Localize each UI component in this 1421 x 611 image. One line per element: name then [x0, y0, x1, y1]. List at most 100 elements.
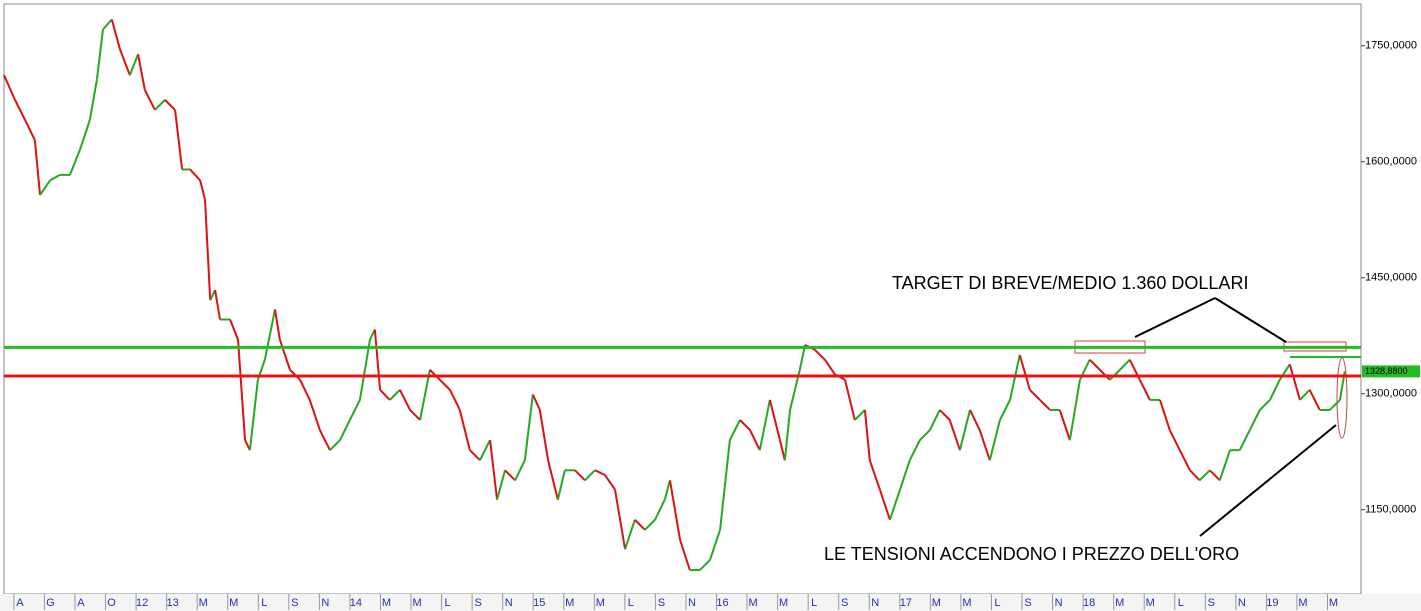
price-segment — [899, 459, 911, 490]
x-tick-label: N — [321, 597, 329, 609]
x-tick-label: N — [1055, 597, 1063, 609]
x-tick-label: N — [1238, 597, 1246, 609]
price-segment — [137, 54, 146, 91]
price-segment — [419, 369, 431, 421]
price-segment — [1058, 409, 1071, 441]
price-segment — [1089, 358, 1101, 371]
price-segment — [1288, 364, 1301, 401]
price-segment — [24, 119, 36, 141]
price-segment — [209, 289, 216, 301]
x-tick-label: 13 — [167, 597, 179, 609]
price-segment — [644, 519, 656, 531]
x-tick-label: M — [565, 597, 574, 609]
price-segment — [102, 18, 113, 31]
price-segment — [719, 440, 731, 530]
price-segment — [1039, 399, 1051, 411]
x-tick-label: L — [628, 597, 634, 609]
price-segment — [164, 99, 176, 111]
x-axis-strip — [0, 594, 1421, 611]
x-tick-label: 12 — [136, 597, 148, 609]
x-tick-label: N — [871, 597, 879, 609]
price-segment — [348, 399, 361, 421]
y-tick-label: 1600,0000 — [1365, 156, 1417, 168]
price-segment — [758, 399, 771, 451]
price-segment — [214, 289, 221, 320]
y-tick-label: 1300,0000 — [1365, 388, 1417, 400]
x-tick-label: L — [261, 597, 267, 609]
arrow-line — [1199, 424, 1337, 537]
price-segment — [399, 389, 411, 411]
price-segment — [919, 429, 931, 441]
x-tick-label: M — [229, 597, 238, 609]
price-segment — [308, 399, 321, 431]
y-tick-label: 1750,0000 — [1365, 40, 1417, 52]
price-segment — [119, 49, 131, 76]
price-segment — [728, 419, 741, 441]
x-tick-label: M — [962, 597, 971, 609]
price-segment — [1329, 399, 1341, 411]
y-tick-label: 1450,0000 — [1365, 272, 1417, 284]
price-segment — [654, 499, 666, 521]
price-segment — [948, 419, 961, 451]
price-segment — [278, 339, 291, 371]
price-segment — [663, 480, 671, 500]
price-segment — [489, 440, 499, 500]
arrow-line — [1134, 297, 1216, 338]
price-segment — [614, 489, 627, 550]
x-tick-label: 19 — [1266, 597, 1278, 609]
annotation: LE TENSIONI ACCENDONO I PREZZO DELL'ORO — [824, 544, 1239, 564]
x-tick-label: M — [412, 597, 421, 609]
price-segment — [988, 419, 1001, 461]
price-segment — [237, 339, 247, 441]
x-tick-label: S — [474, 597, 481, 609]
price-segment — [978, 429, 991, 461]
x-tick-label: 14 — [350, 597, 362, 609]
last-price-label: 1328,8800 — [1365, 366, 1408, 376]
price-segment — [439, 379, 451, 391]
price-segment — [49, 174, 61, 182]
y-tick-label: 1150,0000 — [1365, 504, 1416, 516]
price-segment — [574, 469, 586, 482]
x-tick-label: S — [658, 597, 665, 609]
price-segment — [1248, 409, 1261, 431]
price-segment — [749, 429, 761, 451]
price-segment — [929, 409, 941, 431]
price-segment — [273, 309, 281, 340]
x-tick-label: A — [16, 597, 24, 609]
x-tick-label: L — [811, 597, 817, 609]
price-segment — [768, 399, 781, 441]
price-segment — [594, 469, 606, 476]
x-tick-label: S — [291, 597, 298, 609]
x-tick-label: M — [1146, 597, 1155, 609]
price-segment — [110, 19, 122, 50]
price-segment — [969, 409, 981, 431]
price-segment — [547, 459, 559, 500]
price-segment — [3, 74, 16, 101]
price-segment — [1209, 469, 1221, 482]
x-tick-label: 15 — [533, 597, 545, 609]
x-tick-label: M — [1298, 597, 1307, 609]
price-segment — [1138, 379, 1151, 401]
price-segment — [1259, 399, 1271, 411]
price-segment — [1269, 379, 1281, 401]
price-segment — [778, 439, 786, 461]
x-tick-label: M — [199, 597, 208, 609]
price-segment — [1218, 449, 1231, 481]
price-segment — [339, 419, 351, 441]
price-segment — [14, 99, 26, 121]
price-segment — [908, 439, 921, 461]
price-segment — [69, 149, 81, 176]
price-segment — [479, 439, 491, 461]
x-tick-label: L — [1178, 597, 1184, 609]
price-segment — [1238, 429, 1251, 451]
x-tick-label: M — [1329, 597, 1338, 609]
price-segment — [496, 470, 506, 500]
price-segment — [1029, 389, 1041, 401]
price-segment — [958, 409, 971, 451]
price-segment — [1178, 449, 1191, 471]
price-segment — [229, 319, 239, 340]
arrow-line — [1214, 297, 1287, 343]
price-segment — [1068, 379, 1081, 441]
